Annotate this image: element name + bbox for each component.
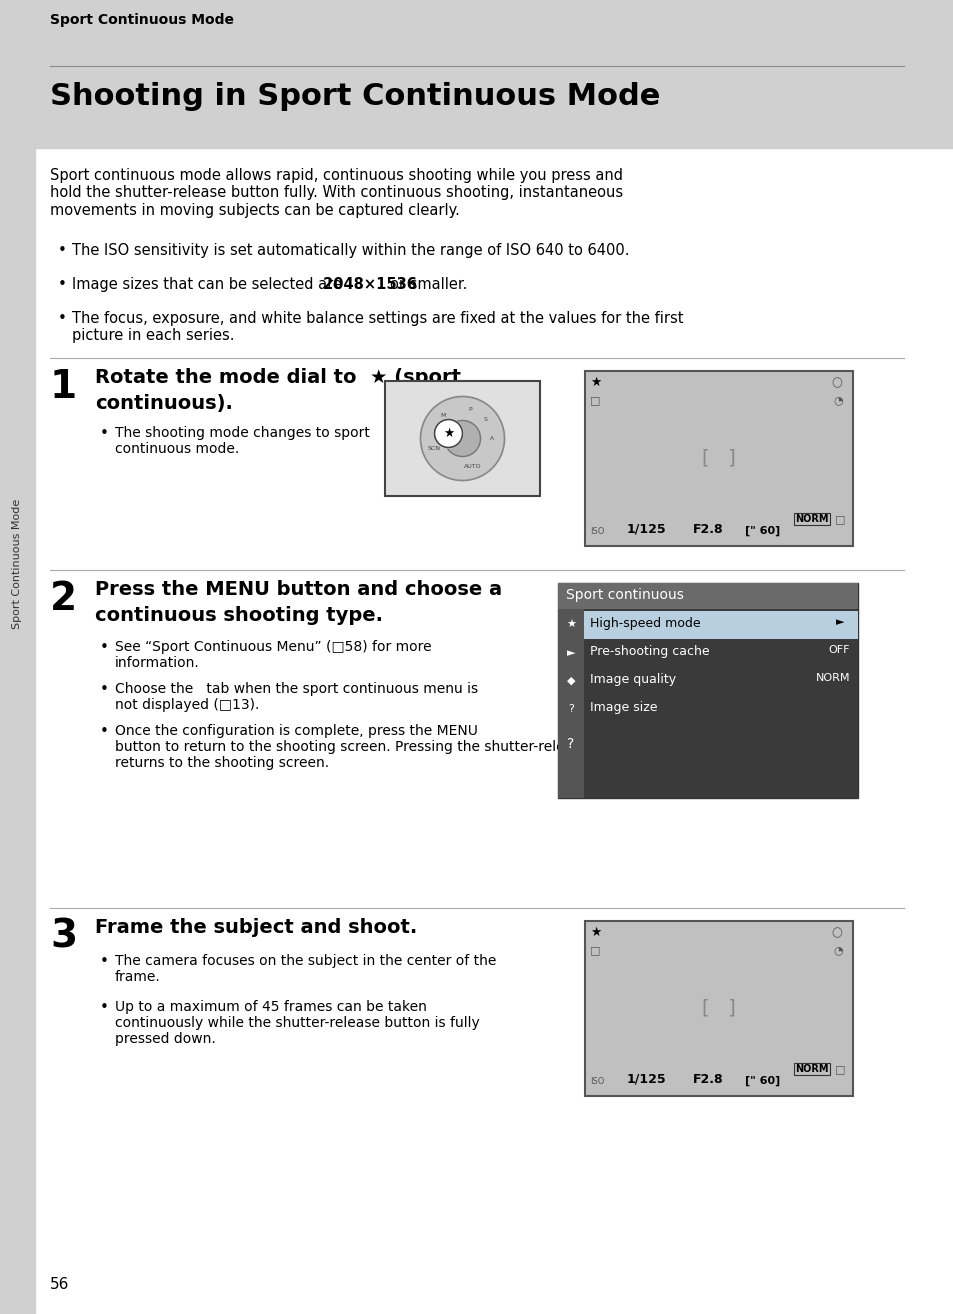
- Text: AUTO: AUTO: [463, 464, 481, 469]
- Text: Rotate the mode dial to  ★ (sport: Rotate the mode dial to ★ (sport: [95, 368, 460, 388]
- Text: ○: ○: [830, 926, 841, 940]
- Text: 2048×1536: 2048×1536: [317, 277, 421, 292]
- Text: NORM: NORM: [815, 673, 849, 683]
- Text: •: •: [100, 1000, 109, 1014]
- Text: NORM: NORM: [794, 1064, 827, 1074]
- Text: M: M: [440, 413, 445, 418]
- Text: ISO: ISO: [589, 1077, 604, 1085]
- Text: [" 60]: [" 60]: [744, 526, 780, 536]
- Text: •: •: [58, 311, 67, 326]
- Text: continuous shooting type.: continuous shooting type.: [95, 606, 382, 625]
- Text: SCN: SCN: [427, 447, 440, 451]
- Text: ◔: ◔: [832, 945, 841, 955]
- Text: Sport Continuous Mode: Sport Continuous Mode: [12, 499, 22, 629]
- Text: □: □: [834, 1064, 844, 1074]
- Bar: [584, 921, 852, 1096]
- Text: •: •: [100, 640, 109, 654]
- Text: OFF: OFF: [827, 645, 849, 654]
- Text: Image size: Image size: [589, 700, 657, 714]
- Text: ★: ★: [589, 926, 600, 940]
- Text: continuous).: continuous).: [95, 394, 233, 413]
- Text: ►: ►: [835, 618, 843, 627]
- Text: The ISO sensitivity is set automatically within the range of ISO 640 to 6400.: The ISO sensitivity is set automatically…: [71, 243, 629, 258]
- Text: Sport Continuous Mode: Sport Continuous Mode: [50, 13, 233, 28]
- Text: ◆: ◆: [566, 675, 575, 686]
- Text: ★: ★: [589, 376, 600, 389]
- Text: See “Sport Continuous Menu” (□58) for more
information.: See “Sport Continuous Menu” (□58) for mo…: [115, 640, 431, 670]
- Text: □: □: [589, 945, 599, 955]
- Text: ★: ★: [565, 620, 576, 629]
- Text: Once the configuration is complete, press the MENU
button to return to the shoot: Once the configuration is complete, pres…: [115, 724, 671, 770]
- Bar: [558, 608, 583, 798]
- Text: S: S: [483, 417, 487, 422]
- Text: 1: 1: [50, 368, 77, 406]
- Text: ★: ★: [442, 427, 454, 440]
- Text: 3: 3: [50, 918, 77, 957]
- Bar: [0, 0, 953, 148]
- Text: •: •: [100, 724, 109, 738]
- Text: A: A: [490, 436, 494, 442]
- Text: •: •: [58, 243, 67, 258]
- Text: •: •: [58, 277, 67, 292]
- Text: ►: ►: [566, 648, 575, 658]
- Text: •: •: [100, 682, 109, 696]
- Text: Up to a maximum of 45 frames can be taken
continuously while the shutter-release: Up to a maximum of 45 frames can be take…: [115, 1000, 479, 1046]
- Text: Shooting in Sport Continuous Mode: Shooting in Sport Continuous Mode: [50, 81, 659, 110]
- Text: □: □: [834, 514, 844, 524]
- Text: P: P: [468, 407, 472, 413]
- Text: Sport continuous: Sport continuous: [565, 587, 683, 602]
- Text: Choose the   tab when the sport continuous menu is
not displayed (□13).: Choose the tab when the sport continuous…: [115, 682, 477, 712]
- Bar: [584, 371, 852, 547]
- Text: Image quality: Image quality: [589, 673, 676, 686]
- Text: □: □: [589, 396, 599, 405]
- Bar: [558, 583, 857, 798]
- Text: [   ]: [ ]: [701, 999, 735, 1018]
- Text: Frame the subject and shoot.: Frame the subject and shoot.: [95, 918, 416, 937]
- Bar: [558, 731, 583, 757]
- Text: 1/125: 1/125: [626, 1074, 666, 1085]
- Circle shape: [420, 397, 504, 481]
- Circle shape: [444, 420, 480, 456]
- Text: [   ]: [ ]: [701, 449, 735, 468]
- Text: 2: 2: [50, 579, 77, 618]
- Bar: [583, 611, 857, 639]
- Bar: [558, 583, 857, 608]
- Text: Press the MENU button and choose a: Press the MENU button and choose a: [95, 579, 501, 599]
- Text: Sport continuous mode allows rapid, continuous shooting while you press and
hold: Sport continuous mode allows rapid, cont…: [50, 168, 622, 218]
- Text: Pre-shooting cache: Pre-shooting cache: [589, 645, 709, 658]
- Text: ○: ○: [830, 376, 841, 389]
- Bar: [385, 381, 539, 495]
- Text: or smaller.: or smaller.: [390, 277, 467, 292]
- Text: •: •: [100, 426, 109, 442]
- Text: The focus, exposure, and white balance settings are fixed at the values for the : The focus, exposure, and white balance s…: [71, 311, 682, 343]
- Text: NORM: NORM: [794, 514, 827, 524]
- Text: High-speed mode: High-speed mode: [589, 618, 700, 629]
- Text: 1/125: 1/125: [626, 523, 666, 536]
- Text: The shooting mode changes to sport
continuous mode.: The shooting mode changes to sport conti…: [115, 426, 370, 456]
- Text: ISO: ISO: [589, 527, 604, 536]
- Text: 56: 56: [50, 1277, 70, 1292]
- Bar: [0, 148, 35, 1314]
- Circle shape: [434, 419, 462, 448]
- Text: ?: ?: [567, 737, 574, 752]
- Text: ?: ?: [567, 704, 574, 714]
- Text: F2.8: F2.8: [692, 523, 723, 536]
- Text: ◔: ◔: [832, 396, 841, 405]
- Text: [" 60]: [" 60]: [744, 1076, 780, 1085]
- Text: •: •: [100, 954, 109, 968]
- Text: Image sizes that can be selected are: Image sizes that can be selected are: [71, 277, 346, 292]
- Text: The camera focuses on the subject in the center of the
frame.: The camera focuses on the subject in the…: [115, 954, 496, 984]
- Text: F2.8: F2.8: [692, 1074, 723, 1085]
